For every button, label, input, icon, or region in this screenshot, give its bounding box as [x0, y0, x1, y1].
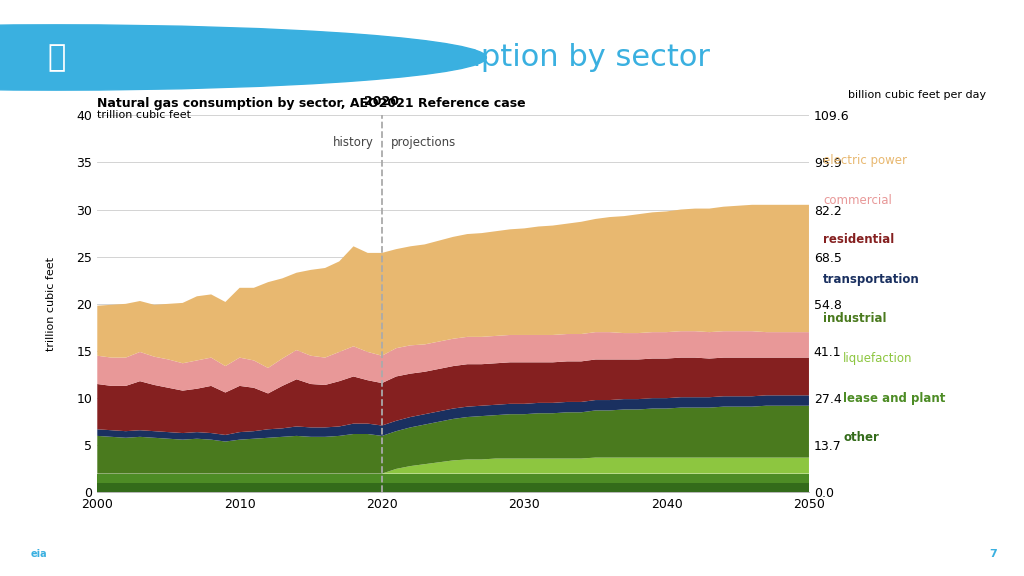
- Text: 💧: 💧: [47, 43, 66, 72]
- Text: trillion cubic feet: trillion cubic feet: [97, 110, 191, 120]
- Text: lease and plant: lease and plant: [843, 392, 945, 405]
- Text: history: history: [333, 136, 374, 149]
- Text: residential: residential: [823, 233, 894, 246]
- Text: electric power: electric power: [823, 154, 907, 167]
- Text: industrial: industrial: [823, 312, 887, 325]
- Circle shape: [0, 25, 486, 90]
- Text: Natural gas consumption by sector, AEO2021 Reference case: Natural gas consumption by sector, AEO20…: [97, 97, 526, 109]
- Text: Annual Energy Outlook 2021: Annual Energy Outlook 2021: [338, 550, 498, 559]
- Circle shape: [0, 540, 367, 568]
- Text: eia: eia: [31, 550, 47, 559]
- Text: U.S. natural gas consumption by sector: U.S. natural gas consumption by sector: [108, 43, 710, 72]
- Text: www.eia.gov/aeo: www.eia.gov/aeo: [819, 550, 914, 559]
- Text: billion cubic feet per day: billion cubic feet per day: [848, 90, 986, 100]
- Text: commercial: commercial: [823, 194, 892, 207]
- Text: Source: U.S. Energy Information Administration,: Source: U.S. Energy Information Administ…: [77, 550, 348, 559]
- Text: 2020: 2020: [365, 94, 399, 108]
- Text: projections: projections: [390, 136, 456, 149]
- Text: trillion cubic feet: trillion cubic feet: [46, 257, 56, 351]
- Text: other: other: [843, 431, 879, 444]
- Text: liquefaction: liquefaction: [843, 352, 912, 365]
- Text: transportation: transportation: [823, 273, 920, 286]
- Text: 7: 7: [989, 550, 997, 559]
- Circle shape: [666, 540, 1024, 568]
- Text: (AEO2021): (AEO2021): [456, 550, 519, 559]
